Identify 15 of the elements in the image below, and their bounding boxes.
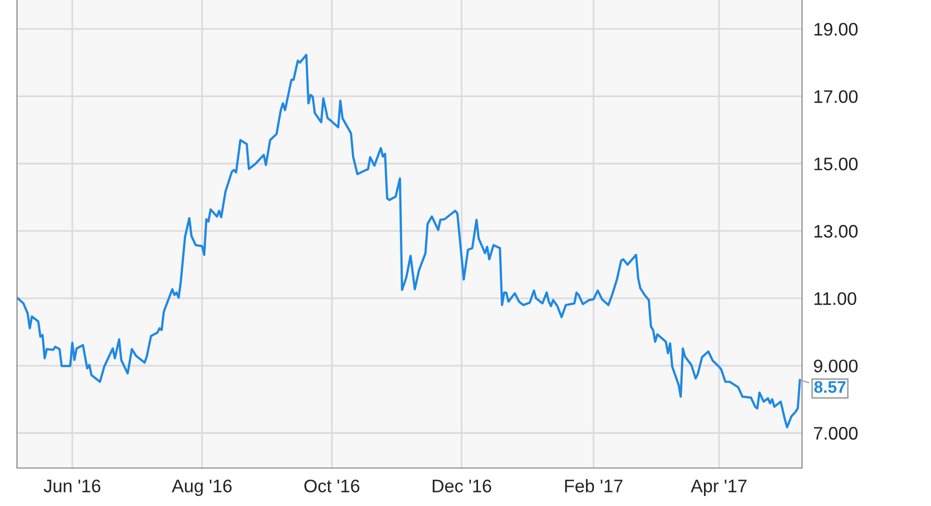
- y-tick-label: 7.000: [814, 426, 858, 440]
- x-tick-label: Dec '16: [432, 480, 492, 492]
- y-tick-label: 11.00: [814, 292, 856, 306]
- x-tick-label: Feb '17: [565, 479, 622, 492]
- x-tick-label: Apr '17: [690, 480, 746, 496]
- y-tick-label: 17.00: [814, 90, 858, 104]
- y-tick-label: 19.00: [814, 22, 858, 36]
- y-tick-label: 15.00: [814, 158, 858, 170]
- line-series: [17, 54, 801, 428]
- annotation: 8.57: [814, 381, 846, 393]
- x-tick-label: Oct '16: [304, 480, 360, 492]
- y-tick-label: 13.00: [814, 224, 858, 238]
- x-tick-label: Aug '16: [172, 480, 232, 496]
- x-tick-label: Jun '16: [44, 480, 100, 492]
- y-tick-label: 9.000: [814, 360, 858, 372]
